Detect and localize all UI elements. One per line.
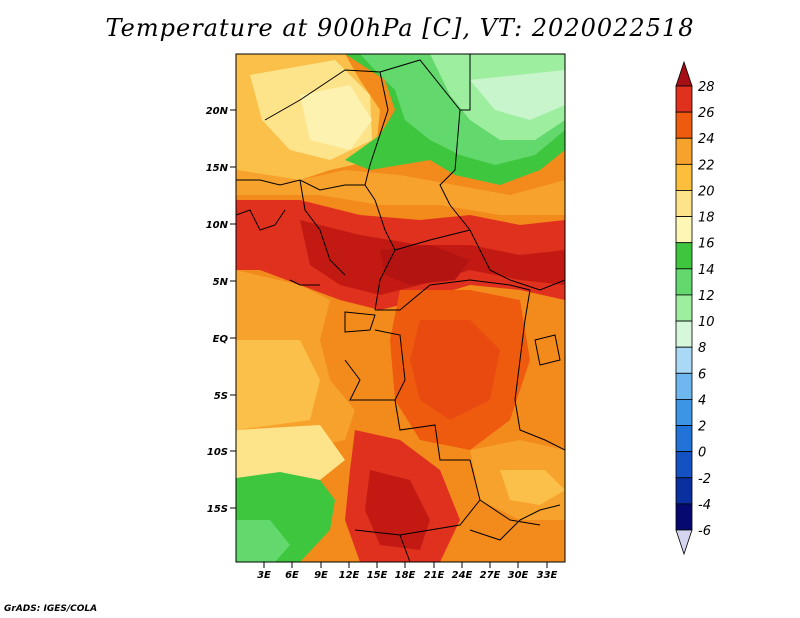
latitude-axis: 20N 15N 10N 5N EQ 5S 10S 15S — [206, 106, 236, 515]
lon-tick-label: 21E — [424, 570, 445, 581]
lat-tick-label: 5N — [213, 277, 229, 288]
colorbar-label: -4 — [698, 498, 711, 513]
lon-tick-label: 15E — [367, 570, 388, 581]
colorbar-swatch — [675, 85, 693, 113]
lat-tick-label: EQ — [213, 334, 229, 345]
colorbar-label: 8 — [698, 341, 706, 356]
colorbar-swatch — [675, 268, 693, 296]
lon-tick-label: 24E — [452, 570, 473, 581]
colorbar-swatch — [675, 399, 693, 426]
colorbar-swatch — [675, 137, 693, 165]
temperature-field — [236, 54, 565, 562]
colorbar-label: 28 — [698, 80, 715, 95]
lon-tick-label: 12E — [339, 570, 360, 581]
colorbar-swatch — [675, 163, 693, 191]
lat-tick-label: 20N — [206, 106, 229, 117]
colorbar-label: 16 — [698, 237, 715, 252]
colorbar-swatch — [675, 503, 693, 531]
colorbar-label: 20 — [698, 184, 715, 199]
colorbar-swatch — [675, 451, 693, 479]
colorbar-swatch — [675, 425, 693, 453]
grads-credit: GrADS: IGES/COLA — [4, 604, 98, 614]
lat-tick-label: 10N — [206, 220, 229, 231]
colorbar-swatch — [675, 111, 693, 139]
colorbar-swatch — [675, 372, 693, 400]
colorbar-label: 2 — [698, 420, 706, 435]
colorbar-label: 10 — [698, 315, 715, 330]
colorbar-max-triangle — [675, 60, 693, 87]
longitude-axis: 3E 6E 9E 12E 15E 18E 21E 24E 27E 30E 33E — [257, 562, 558, 581]
colorbar-swatch — [675, 294, 693, 322]
colorbar-label: 24 — [698, 132, 715, 147]
colorbar-swatch — [675, 477, 693, 505]
colorbar-label: 0 — [698, 446, 706, 461]
colorbar-label: 12 — [698, 289, 715, 304]
lon-tick-label: 6E — [285, 570, 299, 581]
colorbar-label: 18 — [698, 211, 715, 226]
lat-tick-label: 10S — [207, 447, 228, 458]
colorbar-label: -6 — [698, 524, 711, 539]
colorbar-label: 22 — [698, 158, 715, 173]
colorbar-label: 6 — [698, 367, 706, 382]
colorbar-label: 14 — [698, 263, 715, 278]
lat-tick-label: 15S — [207, 504, 228, 515]
colorbar-label: -2 — [698, 472, 711, 487]
colorbar-swatch — [675, 242, 693, 270]
lon-tick-label: 9E — [314, 570, 328, 581]
colorbar-label: 4 — [698, 393, 706, 408]
colorbar-swatch — [675, 346, 693, 374]
lon-tick-label: 18E — [395, 570, 416, 581]
colorbar-swatch — [675, 190, 693, 217]
colorbar-min-triangle — [675, 529, 693, 556]
colorbar-swatch — [675, 216, 693, 244]
lon-tick-label: 3E — [257, 570, 271, 581]
lon-tick-label: 27E — [480, 570, 501, 581]
colorbar-label: 26 — [698, 106, 715, 121]
lon-tick-label: 30E — [508, 570, 529, 581]
lat-tick-label: 5S — [214, 391, 228, 402]
chart-title: Temperature at 900hPa [C], VT: 202002251… — [105, 14, 695, 42]
lon-tick-label: 33E — [537, 570, 558, 581]
map-frame — [235, 53, 566, 563]
colorbar-swatch — [675, 320, 693, 348]
lat-tick-label: 15N — [206, 163, 229, 174]
country-borders — [236, 54, 565, 562]
